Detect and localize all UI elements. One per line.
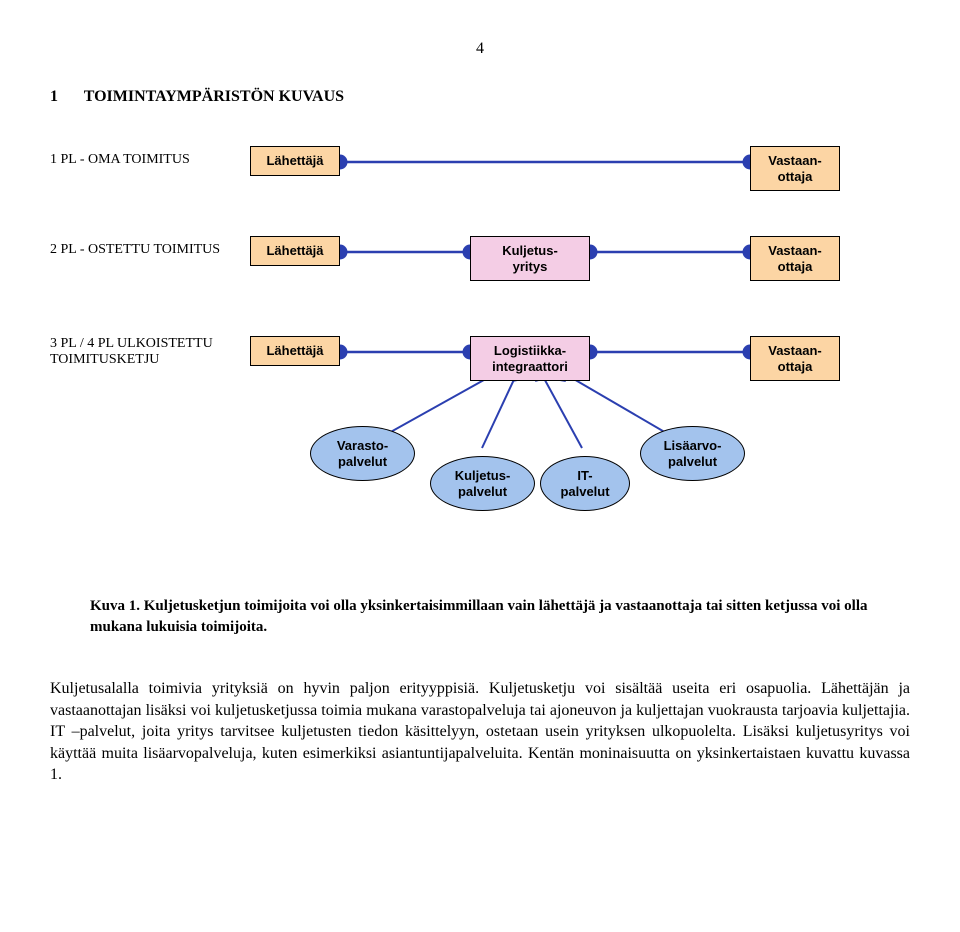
row1-label: 1 PL - OMA TOIMITUS	[50, 152, 230, 168]
row3-mid-box: Logistiikka- integraattori	[470, 336, 590, 381]
row2-mid-box: Kuljetus- yritys	[470, 236, 590, 281]
page-number: 4	[50, 40, 910, 58]
ellipse-lisaarvo: Lisäarvo- palvelut	[640, 426, 745, 481]
figure-caption: Kuva 1. Kuljetusketjun toimijoita voi ol…	[90, 596, 870, 638]
row3-receiver-box: Vastaan- ottaja	[750, 336, 840, 381]
row2-label: 2 PL - OSTETTU TOIMITUS	[50, 242, 230, 258]
row3-label: 3 PL / 4 PL ULKOISTETTU TOIMITUSKETJU	[50, 336, 230, 368]
row2-sender-box: Lähettäjä	[250, 236, 340, 266]
ellipse-it: IT- palvelut	[540, 456, 630, 511]
row1-sender-box: Lähettäjä	[250, 146, 340, 176]
ellipse-varasto: Varasto- palvelut	[310, 426, 415, 481]
body-paragraph: Kuljetusalalla toimivia yrityksiä on hyv…	[50, 678, 910, 786]
flow-diagram: 1 PL - OMA TOIMITUS Lähettäjä Vastaan- o…	[50, 146, 910, 576]
row2-receiver-box: Vastaan- ottaja	[750, 236, 840, 281]
row1-receiver-box: Vastaan- ottaja	[750, 146, 840, 191]
row3-sender-box: Lähettäjä	[250, 336, 340, 366]
heading-number: 1	[50, 88, 80, 106]
ellipse-kuljetus: Kuljetus- palvelut	[430, 456, 535, 511]
section-heading: 1 TOIMINTAYMPÄRISTÖN KUVAUS	[50, 88, 910, 106]
heading-title: TOIMINTAYMPÄRISTÖN KUVAUS	[84, 88, 344, 105]
